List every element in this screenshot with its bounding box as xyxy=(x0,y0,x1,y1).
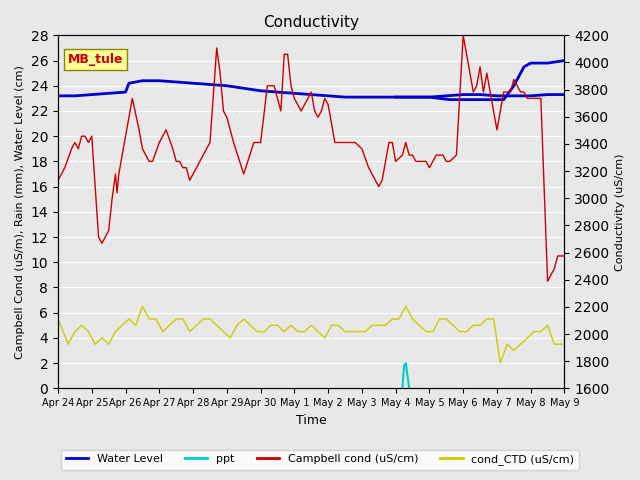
Y-axis label: Campbell Cond (uS/m), Rain (mm), Water Level (cm): Campbell Cond (uS/m), Rain (mm), Water L… xyxy=(15,65,25,359)
Title: Conductivity: Conductivity xyxy=(263,15,359,30)
X-axis label: Time: Time xyxy=(296,414,326,427)
Legend: Water Level, ppt, Campbell cond (uS/cm), cond_CTD (uS/cm): Water Level, ppt, Campbell cond (uS/cm),… xyxy=(61,450,579,469)
Y-axis label: Conductivity (uS/cm): Conductivity (uS/cm) xyxy=(615,153,625,271)
Text: MB_tule: MB_tule xyxy=(68,53,124,66)
